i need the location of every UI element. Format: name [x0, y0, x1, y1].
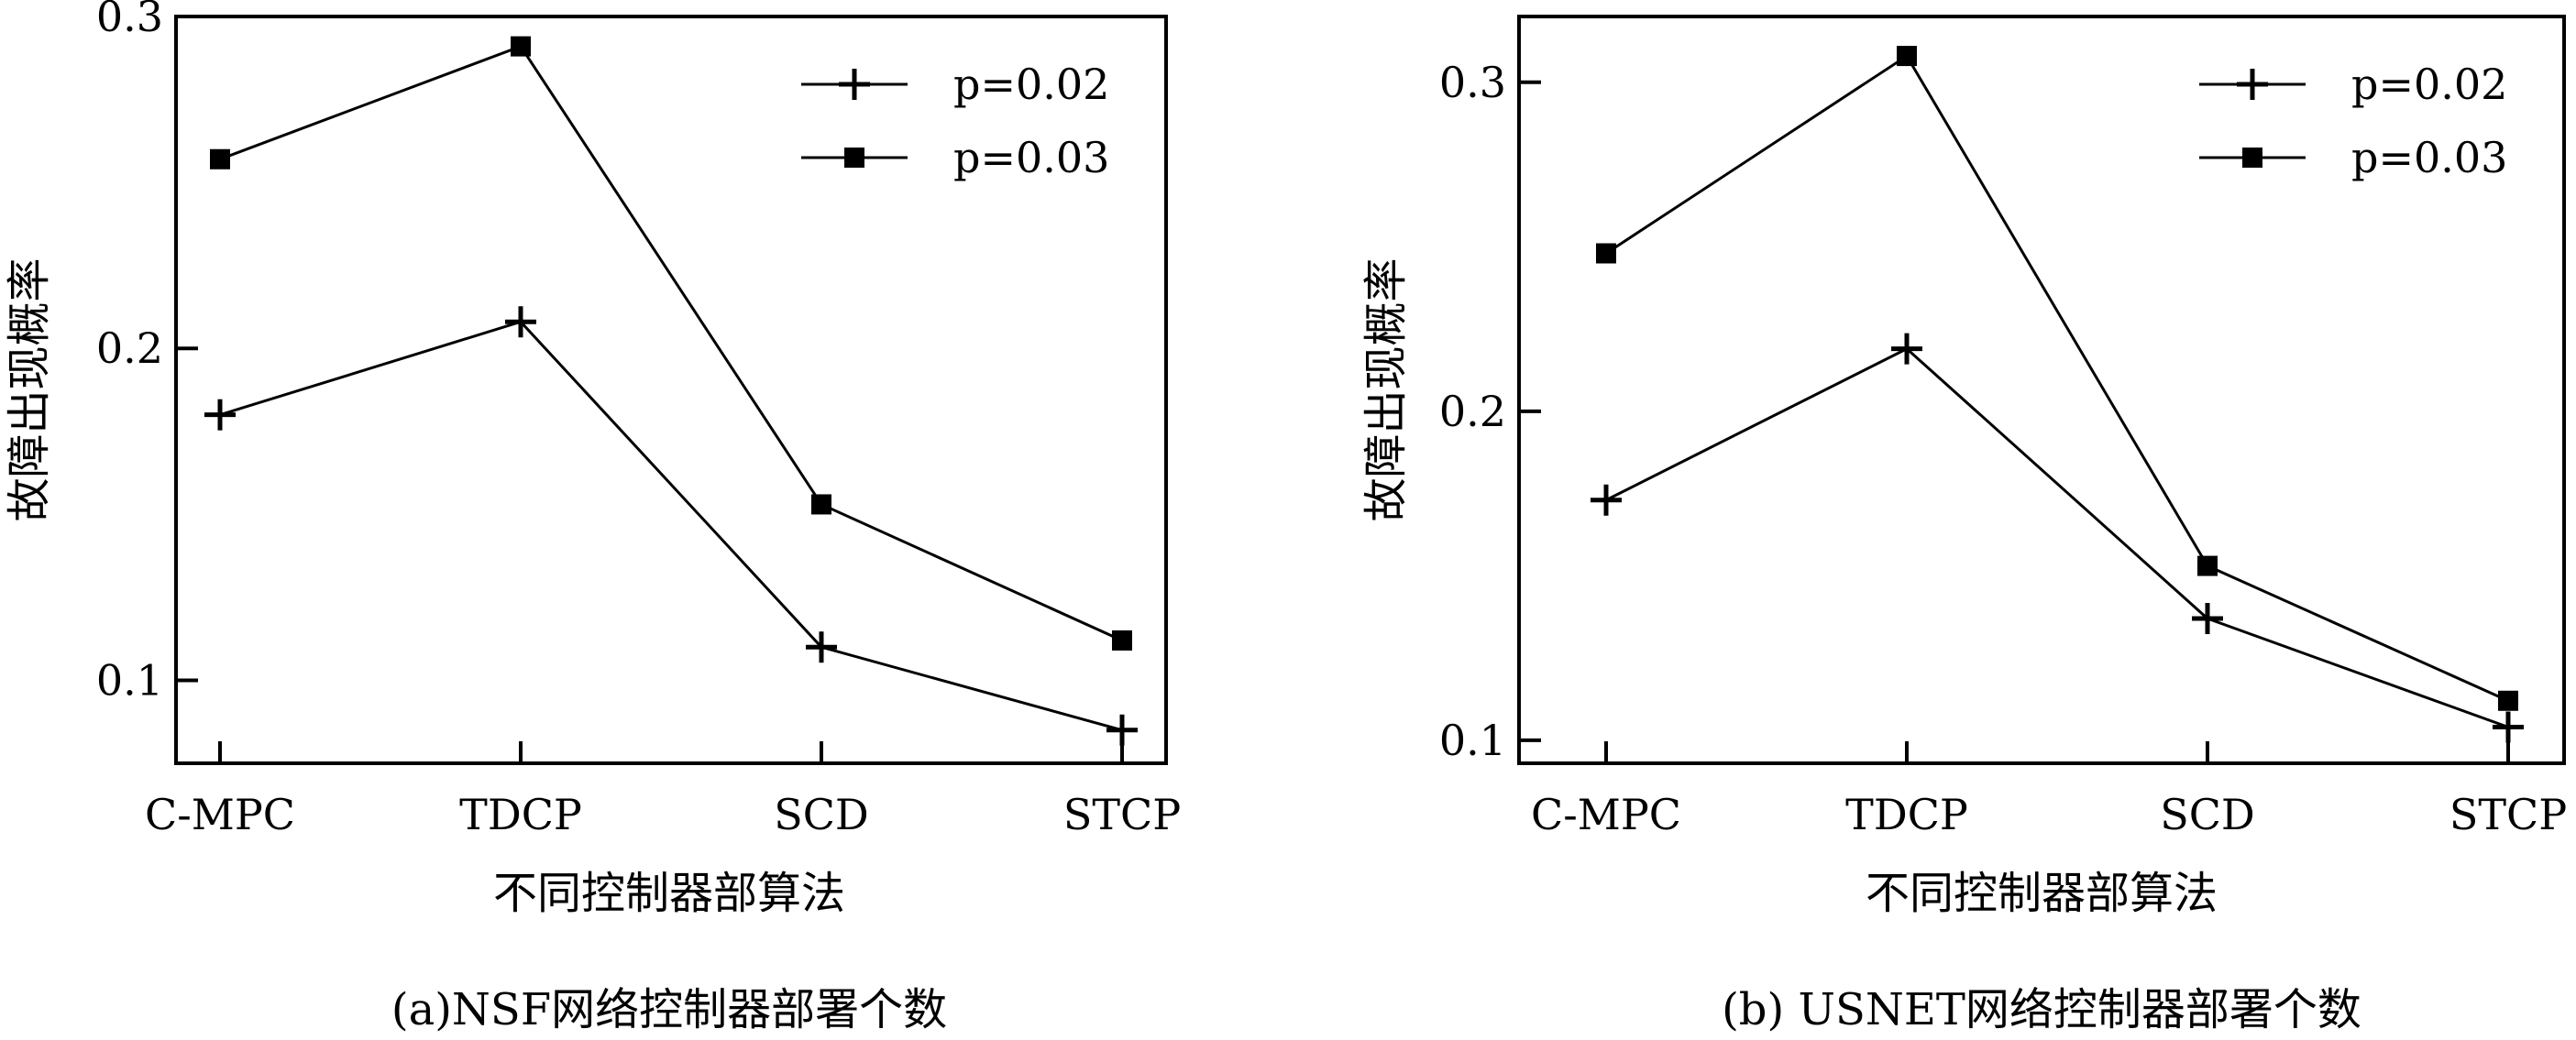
figure-caption: (b) USNET网络控制器部署个数	[1722, 984, 2361, 1035]
series-p003	[210, 36, 1132, 651]
x-tick-label: TDCP	[459, 790, 582, 839]
data-point	[511, 36, 531, 57]
legend-marker	[839, 69, 870, 100]
legend-marker	[2237, 69, 2268, 100]
data-point	[1591, 484, 1622, 516]
legend-entry: p=0.03	[2199, 133, 2507, 182]
data-point	[1596, 243, 1616, 264]
x-tick-label: C-MPC	[1531, 790, 1681, 839]
x-tick-label: STCP	[1063, 790, 1181, 839]
chart-panel-b: 0.1 0.2 0.3 C-MPC TDCP SCD STCP 不同控制器部算法 故障出现概率 (…	[1360, 15, 2567, 1035]
y-tick-label: 0.3	[96, 0, 163, 41]
series-line	[1605, 346, 2509, 728]
y-tick-label: 0.1	[1439, 716, 1506, 765]
legend-marker	[2242, 148, 2262, 168]
legend: p=0.02 p=0.03	[801, 60, 1109, 182]
x-axis-title: 不同控制器部算法	[1866, 868, 2218, 919]
series-p002	[1591, 333, 2524, 743]
data-point	[2197, 555, 2218, 576]
series-p003	[1596, 46, 2518, 711]
data-point	[1106, 714, 1138, 746]
y-tick-label: 0.3	[1439, 58, 1506, 107]
series-line	[219, 44, 1123, 642]
series-p002	[204, 306, 1138, 746]
data-point	[204, 399, 236, 431]
series-line	[219, 320, 1123, 732]
x-tick-label: TDCP	[1845, 790, 1968, 839]
data-point	[2498, 690, 2518, 711]
legend-label: p=0.03	[953, 133, 1109, 182]
y-axis-title: 故障出现概率	[4, 257, 55, 521]
data-point	[2192, 603, 2223, 635]
figure-caption: (a)NSF网络控制器部署个数	[391, 984, 947, 1035]
data-point	[811, 494, 831, 515]
series-line	[1605, 53, 2509, 703]
legend-entry: p=0.03	[801, 133, 1109, 182]
plot-frame	[174, 15, 1168, 765]
y-axis-title: 故障出现概率	[1360, 257, 1412, 521]
x-axis-title: 不同控制器部算法	[493, 868, 845, 919]
data-point	[2493, 711, 2524, 743]
y-tick-label: 0.2	[1439, 387, 1506, 436]
legend-label: p=0.03	[2351, 133, 2507, 182]
data-point	[806, 631, 837, 663]
legend-label: p=0.02	[953, 60, 1109, 109]
data-point	[1112, 629, 1132, 651]
legend: p=0.02 p=0.03	[2199, 60, 2507, 182]
data-point	[1897, 46, 1917, 67]
x-tick-label: STCP	[2449, 790, 2567, 839]
data-point	[210, 148, 230, 170]
legend-label: p=0.02	[2351, 60, 2507, 109]
data-point	[1891, 333, 1922, 365]
x-tick-label: SCD	[774, 790, 869, 839]
legend-marker	[844, 148, 864, 168]
y-tick-label: 0.1	[96, 655, 163, 705]
data-point	[505, 306, 536, 338]
chart-panel-a: 0.1 0.2 0.3 C-MPC TDCP SCD STCP 不同控制器部算法 故障出现概率 (…	[4, 0, 1181, 1035]
plot-frame	[1517, 15, 2566, 765]
legend-entry: p=0.02	[801, 60, 1109, 109]
legend-entry: p=0.02	[2199, 60, 2507, 109]
x-tick-label: SCD	[2160, 790, 2255, 839]
x-tick-label: C-MPC	[145, 790, 295, 839]
y-tick-label: 0.2	[96, 323, 163, 373]
